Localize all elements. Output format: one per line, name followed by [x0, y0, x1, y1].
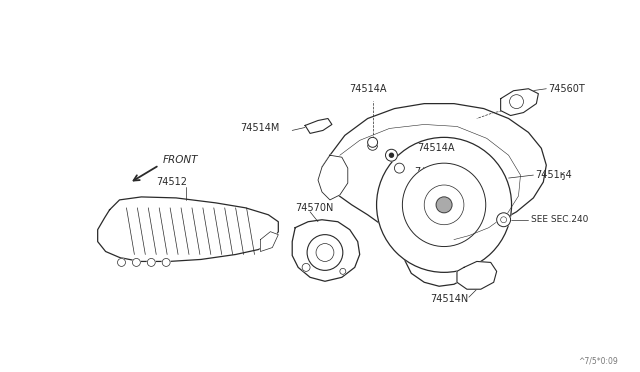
Circle shape	[436, 197, 452, 213]
Text: 74512: 74512	[156, 177, 188, 187]
Circle shape	[367, 140, 378, 150]
Circle shape	[132, 259, 140, 266]
Text: 74514M: 74514M	[241, 124, 280, 134]
Circle shape	[403, 163, 486, 247]
Polygon shape	[457, 262, 497, 289]
Circle shape	[118, 259, 125, 266]
Polygon shape	[318, 155, 348, 200]
Circle shape	[424, 185, 464, 225]
Text: 74570N: 74570N	[295, 203, 333, 213]
Circle shape	[497, 213, 511, 227]
Text: ^7/5*0:09: ^7/5*0:09	[578, 356, 618, 365]
Circle shape	[390, 153, 394, 157]
Circle shape	[500, 217, 507, 223]
Circle shape	[394, 163, 404, 173]
Polygon shape	[98, 197, 278, 262]
Text: 7451ӄ4: 7451ӄ4	[536, 170, 572, 180]
Text: 74514A: 74514A	[417, 143, 455, 153]
Polygon shape	[260, 232, 278, 251]
Text: FRONT: FRONT	[163, 155, 198, 165]
Circle shape	[302, 263, 310, 271]
Text: 74543: 74543	[414, 167, 445, 177]
Circle shape	[509, 95, 524, 109]
Text: SEE SEC.240: SEE SEC.240	[531, 215, 589, 224]
Circle shape	[340, 268, 346, 274]
Circle shape	[147, 259, 156, 266]
Polygon shape	[322, 104, 547, 286]
Circle shape	[367, 137, 378, 147]
Text: 74514A: 74514A	[349, 84, 387, 94]
Polygon shape	[305, 119, 332, 134]
Circle shape	[376, 137, 511, 272]
Circle shape	[162, 259, 170, 266]
Circle shape	[385, 149, 397, 161]
Text: 74560T: 74560T	[548, 84, 585, 94]
Circle shape	[316, 244, 334, 262]
Text: 74514N: 74514N	[430, 294, 468, 304]
Polygon shape	[500, 89, 538, 116]
Polygon shape	[292, 220, 360, 281]
Circle shape	[307, 235, 343, 270]
